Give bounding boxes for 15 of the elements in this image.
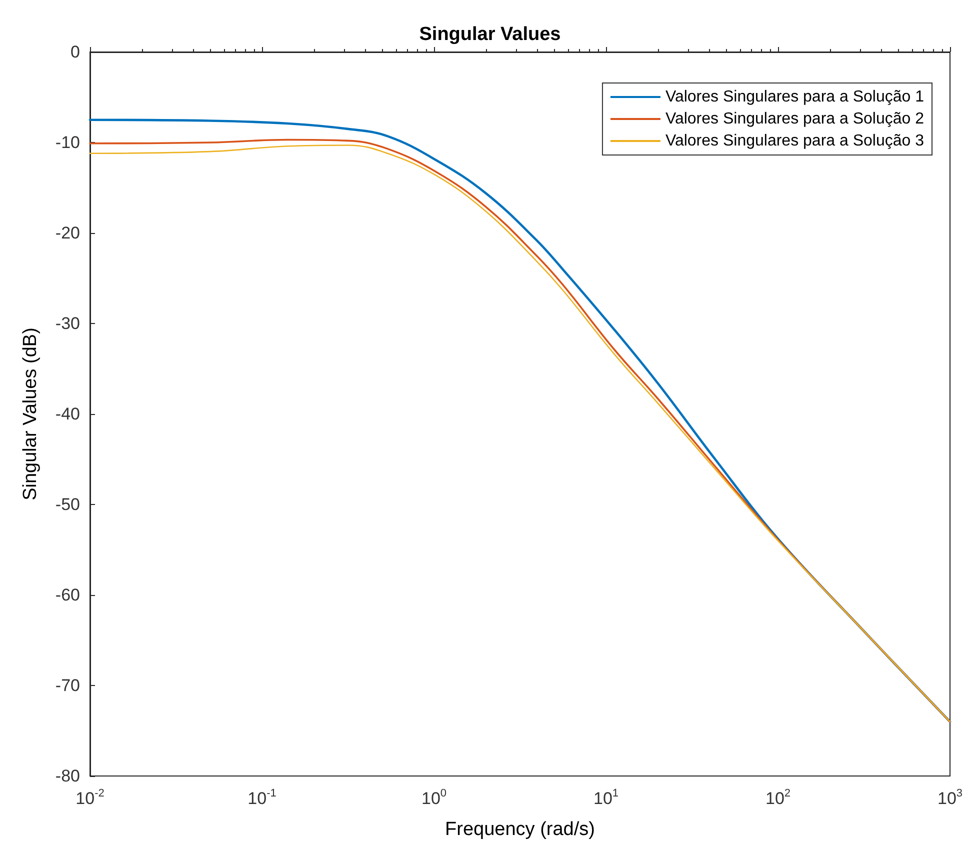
- y-tick-label: -50: [55, 495, 80, 514]
- y-tick-label: 0: [70, 42, 80, 62]
- y-tick-label: -10: [55, 133, 80, 152]
- y-tick-label: -60: [55, 586, 80, 604]
- legend-label: Valores Singulares para a Solução 1: [665, 88, 924, 106]
- chart-title: Singular Values: [419, 24, 561, 45]
- y-axis-title: Singular Values (dB): [20, 328, 41, 500]
- legend-label: Valores Singulares para a Solução 3: [665, 132, 924, 150]
- y-tick-label: -40: [55, 404, 80, 424]
- x-axis-title: Frequency (rad/s): [445, 819, 595, 840]
- y-tick-label: -30: [55, 314, 80, 333]
- y-tick-label: -70: [55, 676, 80, 695]
- y-tick-label: -20: [55, 224, 80, 242]
- y-tick-label: -80: [55, 766, 80, 786]
- legend-label: Valores Singulares para a Solução 2: [665, 110, 924, 128]
